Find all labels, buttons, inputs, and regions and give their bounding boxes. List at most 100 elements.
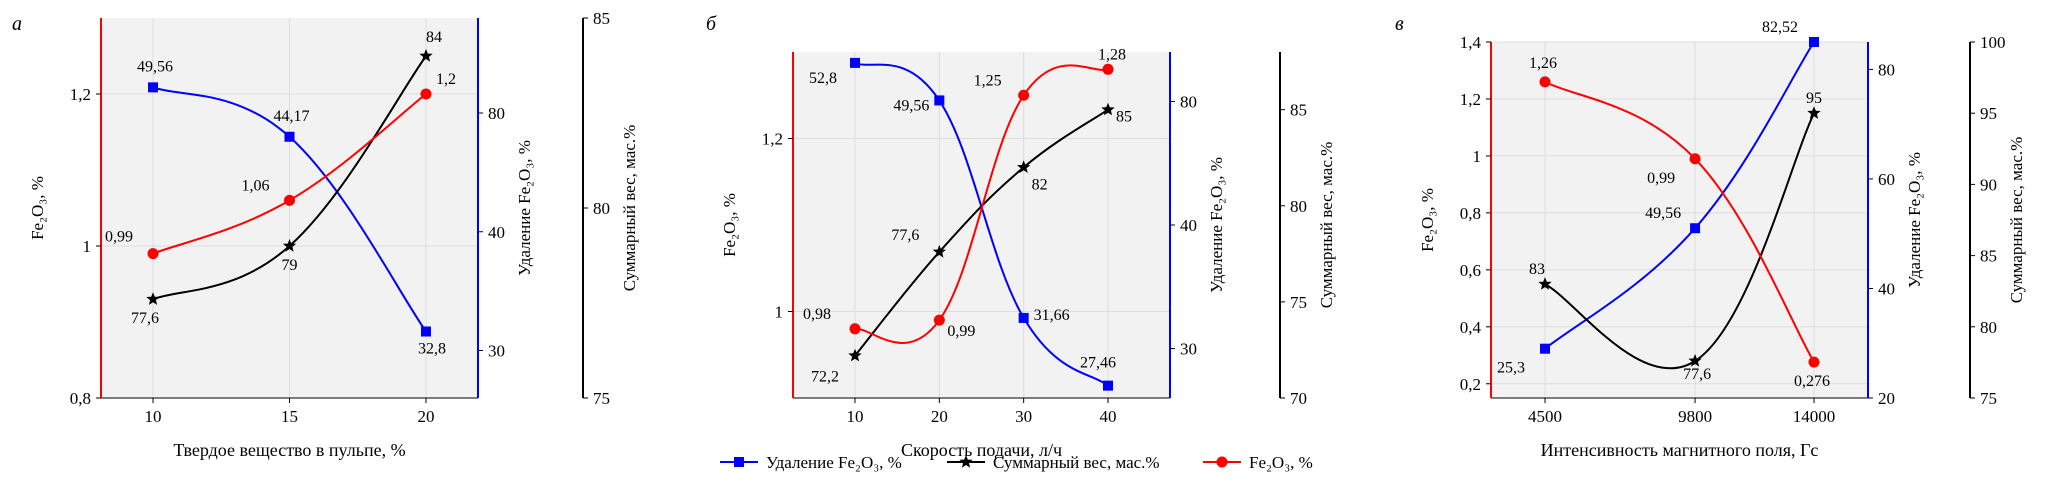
data-label-removal: 82,52 <box>1762 19 1798 36</box>
data-point-removal <box>1690 223 1701 234</box>
y-tick-label-weight: 95 <box>1980 104 1997 123</box>
panel-label: в <box>1395 13 1404 35</box>
y-tick-label-fe: 1 <box>1473 147 1482 166</box>
y-tick-label-weight: 75 <box>593 389 610 408</box>
y-axis-title-removal: Удаление Fe₂O₃, % <box>1207 157 1226 293</box>
data-label-fe: 0,99 <box>105 229 133 246</box>
y-tick-label-removal: 40 <box>488 223 505 242</box>
series-line-weight <box>854 108 1109 357</box>
y-tick-label-weight: 85 <box>1290 101 1307 120</box>
panel-label: а <box>12 13 22 35</box>
legend-swatch-removal-marker <box>734 457 744 467</box>
data-point-weight <box>1101 102 1115 116</box>
data-label-removal: 25,3 <box>1497 360 1525 377</box>
y-axis-title-fe: Fe₂O₃, % <box>1418 188 1437 252</box>
x-tick-label: 20 <box>418 407 435 426</box>
x-axis-title: Скорость подачи, л/ч <box>901 440 1062 460</box>
legend-label-fe: Fe₂O₃, % <box>1249 453 1313 472</box>
x-tick-label: 30 <box>1015 407 1032 426</box>
data-point-removal <box>284 131 295 142</box>
series-line-removal <box>854 61 1109 387</box>
y-tick-label-fe: 0,8 <box>1460 204 1481 223</box>
plot-area <box>793 52 1170 398</box>
data-label-weight: 72,2 <box>811 369 839 386</box>
data-label-weight: 77,6 <box>131 310 159 327</box>
legend-label-weight: Суммарный вес, мас.% <box>993 453 1160 472</box>
y-tick-label-fe: 1 <box>83 237 92 256</box>
legend-item-weight: Суммарный вес, мас.% <box>947 453 1160 472</box>
y-tick-label-weight: 80 <box>1980 318 1997 337</box>
x-tick-label: 9800 <box>1678 407 1712 426</box>
legend-swatch-weight-marker <box>959 455 973 468</box>
legend-item-fe: Fe₂O₃, % <box>1203 453 1313 472</box>
data-point-fe <box>420 88 432 100</box>
data-point-removal <box>1540 343 1550 354</box>
x-tick-label: 10 <box>847 407 864 426</box>
x-axis-title: Твердое вещество в пульпе, % <box>173 440 405 460</box>
y-tick-label-weight: 75 <box>1290 293 1307 312</box>
data-label-fe: 0,99 <box>947 323 975 340</box>
data-point-removal <box>148 82 158 93</box>
data-label-weight: 83 <box>1529 261 1545 278</box>
y-axis-title-fe: Fe₂O₃, % <box>720 193 739 257</box>
y-tick-label-removal: 60 <box>1878 170 1895 189</box>
y-axis-title-removal: Удаление Fe₂O₃, % <box>1905 152 1924 288</box>
y-tick-label-removal: 80 <box>1878 60 1895 79</box>
y-tick-label-weight: 80 <box>593 199 610 218</box>
y-tick-label-weight: 90 <box>1980 175 1997 194</box>
data-point-fe <box>1102 63 1114 75</box>
y-tick-label-weight: 100 <box>1980 33 2006 52</box>
data-label-fe: 0,99 <box>1647 170 1675 187</box>
y-tick-label-removal: 40 <box>1180 216 1197 235</box>
data-point-fe <box>1689 153 1701 165</box>
data-point-fe <box>933 314 945 326</box>
data-label-removal: 27,46 <box>1080 355 1116 372</box>
data-point-fe <box>849 323 861 335</box>
data-label-removal: 49,56 <box>1645 205 1681 222</box>
data-point-removal <box>1809 37 1819 47</box>
y-axis-title-removal: Удаление Fe₂O₃, % <box>515 140 534 276</box>
y-tick-label-fe: 1,2 <box>1460 90 1481 109</box>
data-label-weight: 85 <box>1116 109 1132 126</box>
data-label-removal: 52,8 <box>809 70 837 87</box>
data-point-removal <box>421 326 431 337</box>
chart-panel-2: 10 20 30 40 Скорость подачи, л/ч б 1 1,2 Fe₂O₃, … <box>706 13 1336 460</box>
legend-swatch-fe-marker <box>1216 456 1228 468</box>
data-label-weight: 95 <box>1806 90 1822 107</box>
data-label-fe: 1,25 <box>974 72 1002 89</box>
y-tick-label-fe: 0,4 <box>1460 318 1482 337</box>
y-tick-label-removal: 30 <box>488 342 505 361</box>
panel-label: б <box>706 13 717 35</box>
legend-item-removal: Удаление Fe₂O₃, % <box>720 453 902 472</box>
chart-panel-1: 10 15 20 Твердое вещество в пульпе, % а 0,8 1 1… <box>12 9 639 460</box>
x-tick-label: 20 <box>931 407 948 426</box>
y-tick-label-weight: 85 <box>1980 247 1997 266</box>
data-point-weight <box>282 239 297 252</box>
data-point-weight <box>1688 354 1702 367</box>
data-label-fe: 0,98 <box>803 306 831 323</box>
data-point-removal <box>1018 312 1029 323</box>
data-label-weight: 79 <box>282 257 298 274</box>
data-point-weight <box>932 244 946 258</box>
data-point-weight <box>848 348 862 362</box>
chart-legend: Удаление Fe₂O₃, % Суммарный вес, мас.% F… <box>720 453 1313 472</box>
data-point-fe <box>1018 89 1030 101</box>
y-tick-label-fe: 1,2 <box>762 130 783 149</box>
data-point-weight <box>1807 106 1821 119</box>
x-tick-label: 10 <box>145 407 162 426</box>
data-point-weight <box>146 292 160 305</box>
data-label-removal: 44,17 <box>274 108 310 125</box>
data-label-fe: 1,28 <box>1098 46 1126 63</box>
y-axis-title-weight: Суммарный вес, мас.% <box>2007 137 2026 304</box>
y-tick-label-removal: 80 <box>488 104 505 123</box>
y-tick-label-weight: 85 <box>593 9 610 28</box>
data-point-weight <box>1538 277 1552 290</box>
y-tick-label-weight: 70 <box>1290 389 1307 408</box>
y-tick-label-fe: 1 <box>775 303 784 322</box>
y-tick-label-fe: 0,6 <box>1460 261 1481 280</box>
data-label-fe: 0,276 <box>1794 373 1830 390</box>
data-label-removal: 49,56 <box>893 97 929 114</box>
data-label-fe: 1,2 <box>436 71 456 88</box>
